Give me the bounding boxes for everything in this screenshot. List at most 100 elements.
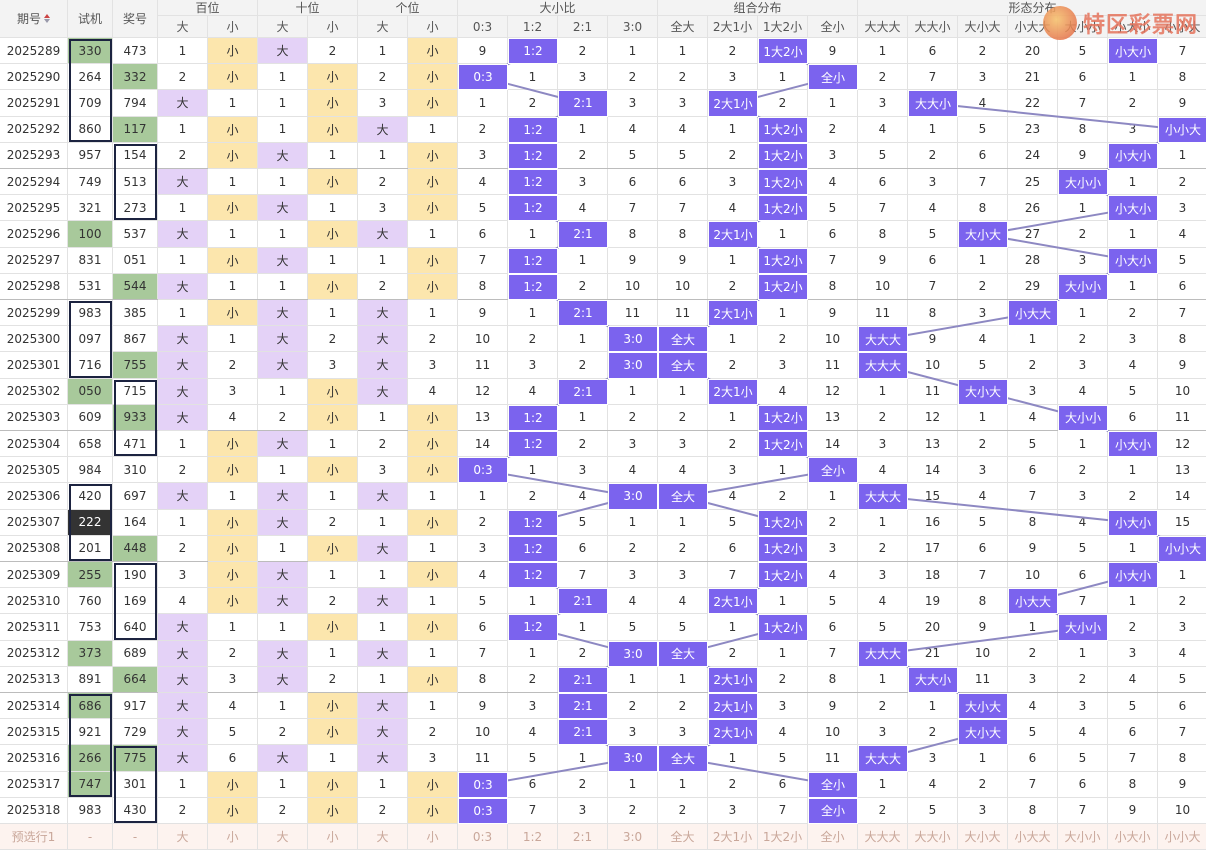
- miss-count: 1: [258, 378, 308, 405]
- draw-number: 729: [113, 719, 158, 746]
- group-separator: [0, 561, 1206, 562]
- draw-number: 051: [113, 247, 158, 274]
- period: 2025295: [0, 195, 68, 222]
- miss-count: 5: [1058, 745, 1108, 772]
- miss-count: 4: [558, 195, 608, 222]
- miss-count: 3: [558, 169, 608, 196]
- miss-count: 25: [1008, 169, 1058, 196]
- miss-count: 8: [958, 588, 1008, 615]
- miss-count: 18: [908, 562, 958, 589]
- miss-count: 1: [708, 326, 758, 353]
- miss-count: 7: [858, 195, 908, 222]
- header-sub: 2大1小: [708, 16, 758, 38]
- miss-count: 2: [508, 90, 558, 117]
- miss-count: 1: [908, 116, 958, 143]
- footer-cell: 大大小: [908, 824, 958, 850]
- miss-count: 5: [208, 719, 258, 746]
- miss-count: 5: [958, 509, 1008, 536]
- miss-count: 2: [708, 771, 758, 798]
- miss-count: 2: [308, 588, 358, 615]
- miss-count: 1: [758, 221, 808, 248]
- hit-cell: 小: [408, 771, 458, 798]
- miss-count: 23: [1008, 116, 1058, 143]
- hit-cell: 大: [158, 273, 208, 300]
- hit-cell: 1:2: [508, 116, 558, 143]
- miss-count: 3: [508, 352, 558, 379]
- header-sub: 2:1: [558, 16, 608, 38]
- miss-count: 1: [758, 640, 808, 667]
- miss-count: 6: [1008, 457, 1058, 484]
- period: 2025307: [0, 509, 68, 536]
- hit-cell: 大: [158, 378, 208, 405]
- miss-count: 1: [558, 745, 608, 772]
- hit-cell: 小: [208, 457, 258, 484]
- hit-cell: 2大1小: [708, 719, 758, 746]
- miss-count: 1: [1108, 64, 1158, 91]
- hit-cell: 大: [158, 745, 208, 772]
- miss-count: 1: [658, 378, 708, 405]
- miss-count: 1: [408, 693, 458, 720]
- miss-count: 2: [858, 693, 908, 720]
- hit-cell: 大: [258, 300, 308, 327]
- hit-cell: 小大小: [1108, 195, 1158, 222]
- miss-count: 1: [1058, 300, 1108, 327]
- hit-cell: 1大2小: [758, 116, 808, 143]
- hit-cell: 2:1: [558, 588, 608, 615]
- miss-count: 2: [308, 326, 358, 353]
- group-box: [69, 694, 112, 797]
- period: 2025300: [0, 326, 68, 353]
- miss-count: 3: [608, 90, 658, 117]
- trial-number: 264: [68, 64, 113, 91]
- trial-number: 330: [68, 38, 113, 65]
- period: 2025306: [0, 483, 68, 510]
- miss-count: 6: [1108, 719, 1158, 746]
- trial-number: 921: [68, 719, 113, 746]
- hit-cell: 小: [308, 797, 358, 824]
- hit-cell: 1大2小: [758, 142, 808, 169]
- miss-count: 6: [458, 614, 508, 641]
- miss-count: 9: [1158, 352, 1206, 379]
- hit-cell: 1:2: [508, 431, 558, 458]
- miss-count: 3: [608, 719, 658, 746]
- hit-cell: 大小小: [1058, 404, 1108, 431]
- hit-cell: 大: [158, 169, 208, 196]
- hit-cell: 3:0: [608, 483, 658, 510]
- miss-count: 8: [1158, 745, 1206, 772]
- hit-cell: 1大2小: [758, 614, 808, 641]
- miss-count: 5: [458, 588, 508, 615]
- hit-cell: 小大小: [1108, 509, 1158, 536]
- header-sub: 小大小: [1108, 16, 1158, 38]
- miss-count: 4: [808, 562, 858, 589]
- miss-count: 1: [708, 745, 758, 772]
- hit-cell: 2大1小: [708, 378, 758, 405]
- miss-count: 3: [358, 457, 408, 484]
- hit-cell: 1:2: [508, 562, 558, 589]
- sort-icon[interactable]: [44, 14, 50, 23]
- miss-count: 4: [958, 90, 1008, 117]
- miss-count: 2: [708, 352, 758, 379]
- miss-count: 2: [758, 90, 808, 117]
- miss-count: 1: [258, 457, 308, 484]
- trial-number: 100: [68, 221, 113, 248]
- draw-number: 310: [113, 457, 158, 484]
- hit-cell: 2:1: [558, 378, 608, 405]
- miss-count: 9: [608, 247, 658, 274]
- miss-count: 2: [358, 64, 408, 91]
- trial-number: 222: [68, 509, 113, 536]
- miss-count: 1: [658, 771, 708, 798]
- hit-cell: 大: [358, 221, 408, 248]
- hit-cell: 小: [308, 771, 358, 798]
- miss-count: 1: [508, 588, 558, 615]
- miss-count: 2: [1158, 169, 1206, 196]
- miss-count: 2: [1108, 90, 1158, 117]
- miss-count: 1: [308, 640, 358, 667]
- period: 2025296: [0, 221, 68, 248]
- header-sub: 小: [208, 16, 258, 38]
- miss-count: 1: [158, 300, 208, 327]
- period: 2025291: [0, 90, 68, 117]
- miss-count: 7: [458, 640, 508, 667]
- hit-cell: 小: [208, 509, 258, 536]
- miss-count: 1: [358, 771, 408, 798]
- trial-number: 984: [68, 457, 113, 484]
- miss-count: 7: [558, 562, 608, 589]
